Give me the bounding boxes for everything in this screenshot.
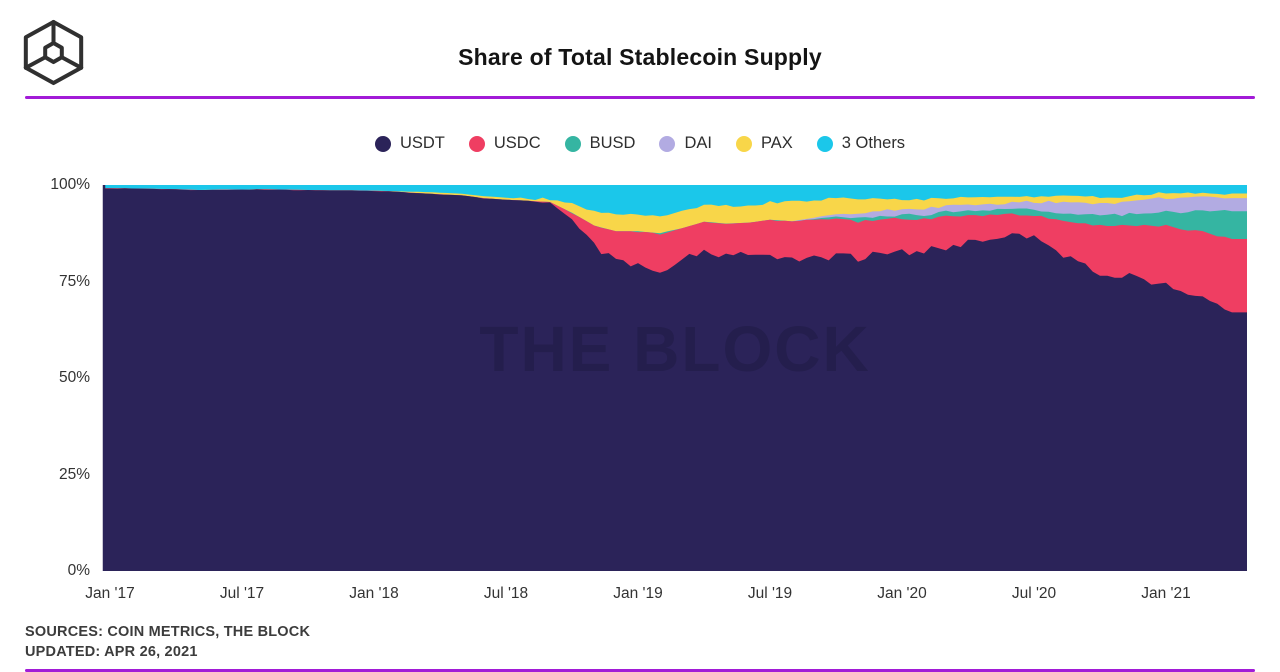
legend-label: DAI (684, 134, 712, 152)
x-tick-label: Jan '20 (877, 585, 927, 602)
x-tick-label: Jul '18 (483, 585, 529, 602)
area-usdt (103, 188, 1247, 572)
y-tick-label: 75% (58, 272, 90, 290)
legend-swatch-pax (735, 135, 752, 152)
legend-item-pax[interactable]: PAX (735, 134, 793, 153)
legend-swatch-3-others (816, 135, 833, 152)
y-tick-label: 100% (50, 176, 90, 193)
legend-label: 3 Others (841, 134, 906, 152)
legend-item-usdt[interactable]: USDT (374, 134, 445, 153)
legend-label: USDT (399, 134, 445, 152)
y-tick-label: 25% (58, 465, 90, 483)
footer-updated: UPDATED: APR 26, 2021 (25, 644, 198, 660)
x-tick-label: Jul '20 (1011, 585, 1057, 602)
header: Share of Total Stablecoin Supply (0, 0, 1280, 96)
x-tick-label: Jan '21 (1141, 585, 1191, 602)
legend-item-dai[interactable]: DAI (659, 134, 712, 153)
the-block-logo-icon[interactable] (22, 19, 85, 86)
legend-swatch-dai (659, 135, 676, 152)
legend-swatch-usdc (468, 135, 485, 152)
legend-label: USDC (493, 134, 541, 152)
x-tick-label: Jan '17 (85, 585, 135, 602)
y-tick-label: 0% (67, 562, 90, 579)
footer-sources: SOURCES: COIN METRICS, THE BLOCK (25, 624, 311, 640)
x-tick-label: Jan '19 (613, 585, 663, 602)
x-tick-label: Jul '17 (219, 585, 265, 602)
x-tick-label: Jan '18 (349, 585, 399, 602)
y-tick-label: 50% (58, 369, 90, 386)
legend-label: BUSD (589, 134, 636, 152)
legend-item-busd[interactable]: BUSD (564, 134, 636, 153)
x-tick-label: Jul '19 (747, 585, 793, 602)
legend-swatch-usdt (374, 135, 391, 152)
legend-label: PAX (760, 134, 793, 152)
page-title: Share of Total Stablecoin Supply (458, 44, 822, 70)
chart-legend: USDT USDC BUSD DAI PAX 3 Others (0, 134, 1280, 153)
footer-accent-rule (25, 669, 1255, 672)
legend-swatch-busd (564, 135, 581, 152)
header-accent-rule (25, 96, 1255, 99)
legend-item-usdc[interactable]: USDC (468, 134, 541, 153)
legend-item-3-others[interactable]: 3 Others (816, 134, 906, 153)
